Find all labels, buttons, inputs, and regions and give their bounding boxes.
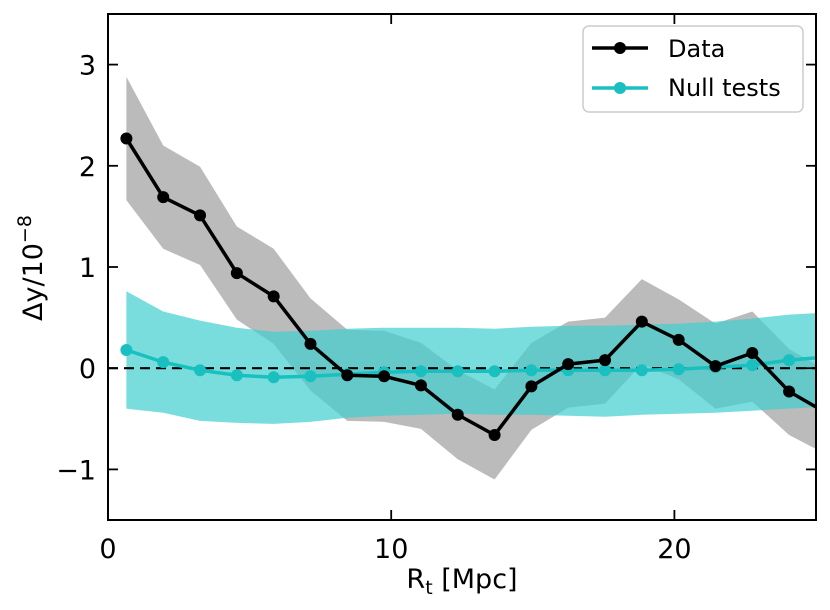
data-point-data	[120, 132, 133, 145]
data-point-null-tests	[120, 343, 133, 356]
data-point-null-tests	[414, 365, 427, 378]
data-point-data	[304, 337, 317, 350]
series-line-data	[124, 137, 816, 437]
data-point-data	[488, 428, 501, 441]
legend-label-data: Data	[668, 35, 725, 63]
y-axis-label: Δy/10−8	[14, 215, 49, 321]
data-point-data	[635, 315, 648, 328]
data-point-null-tests	[488, 365, 501, 378]
x-tick-label: 0	[99, 534, 116, 565]
data-point-null-tests	[194, 364, 207, 377]
series-line-null-tests	[125, 348, 816, 380]
y-tick-label: −1	[56, 455, 96, 486]
data-point-null-tests	[635, 364, 648, 377]
x-axis-label: Rt [Mpc]	[406, 564, 517, 599]
data-point-null-tests	[783, 354, 796, 367]
data-point-data	[783, 385, 796, 398]
data-point-data	[709, 360, 722, 373]
y-tick-label: 1	[79, 253, 96, 284]
data-point-data	[157, 191, 170, 204]
data-point-null-tests	[304, 370, 317, 383]
data-point-data	[672, 333, 685, 346]
error-band-null-tests	[126, 291, 816, 424]
data-point-data	[230, 267, 243, 280]
data-point-null-tests	[451, 365, 464, 378]
data-point-null-tests	[746, 359, 759, 372]
data-point-data	[378, 370, 391, 383]
data-point-null-tests	[267, 371, 280, 384]
y-tick-label: 0	[79, 354, 96, 385]
y-tick-label: 2	[79, 152, 96, 183]
y-tick-label: 3	[79, 51, 96, 82]
x-tick-label: 20	[657, 534, 691, 565]
data-point-null-tests	[230, 369, 243, 382]
x-tick-label: 10	[374, 534, 408, 565]
legend-label-null-tests: Null tests	[668, 74, 781, 102]
data-point-data	[599, 354, 612, 367]
data-point-null-tests	[672, 363, 685, 376]
data-point-data	[194, 209, 207, 222]
data-point-data	[414, 379, 427, 392]
data-point-null-tests	[599, 364, 612, 377]
data-point-data	[562, 358, 575, 371]
data-point-null-tests	[820, 351, 830, 363]
legend-marker-null-tests	[614, 82, 626, 94]
data-point-null-tests	[525, 364, 538, 377]
data-point-data	[820, 407, 830, 419]
data-point-data	[451, 408, 464, 421]
data-point-data	[525, 380, 538, 393]
data-point-data	[341, 369, 354, 382]
legend-marker-data	[614, 42, 626, 54]
data-point-null-tests	[157, 356, 170, 369]
legend: Data Null tests	[582, 25, 804, 113]
data-point-data	[746, 347, 759, 360]
data-point-data	[267, 290, 280, 303]
